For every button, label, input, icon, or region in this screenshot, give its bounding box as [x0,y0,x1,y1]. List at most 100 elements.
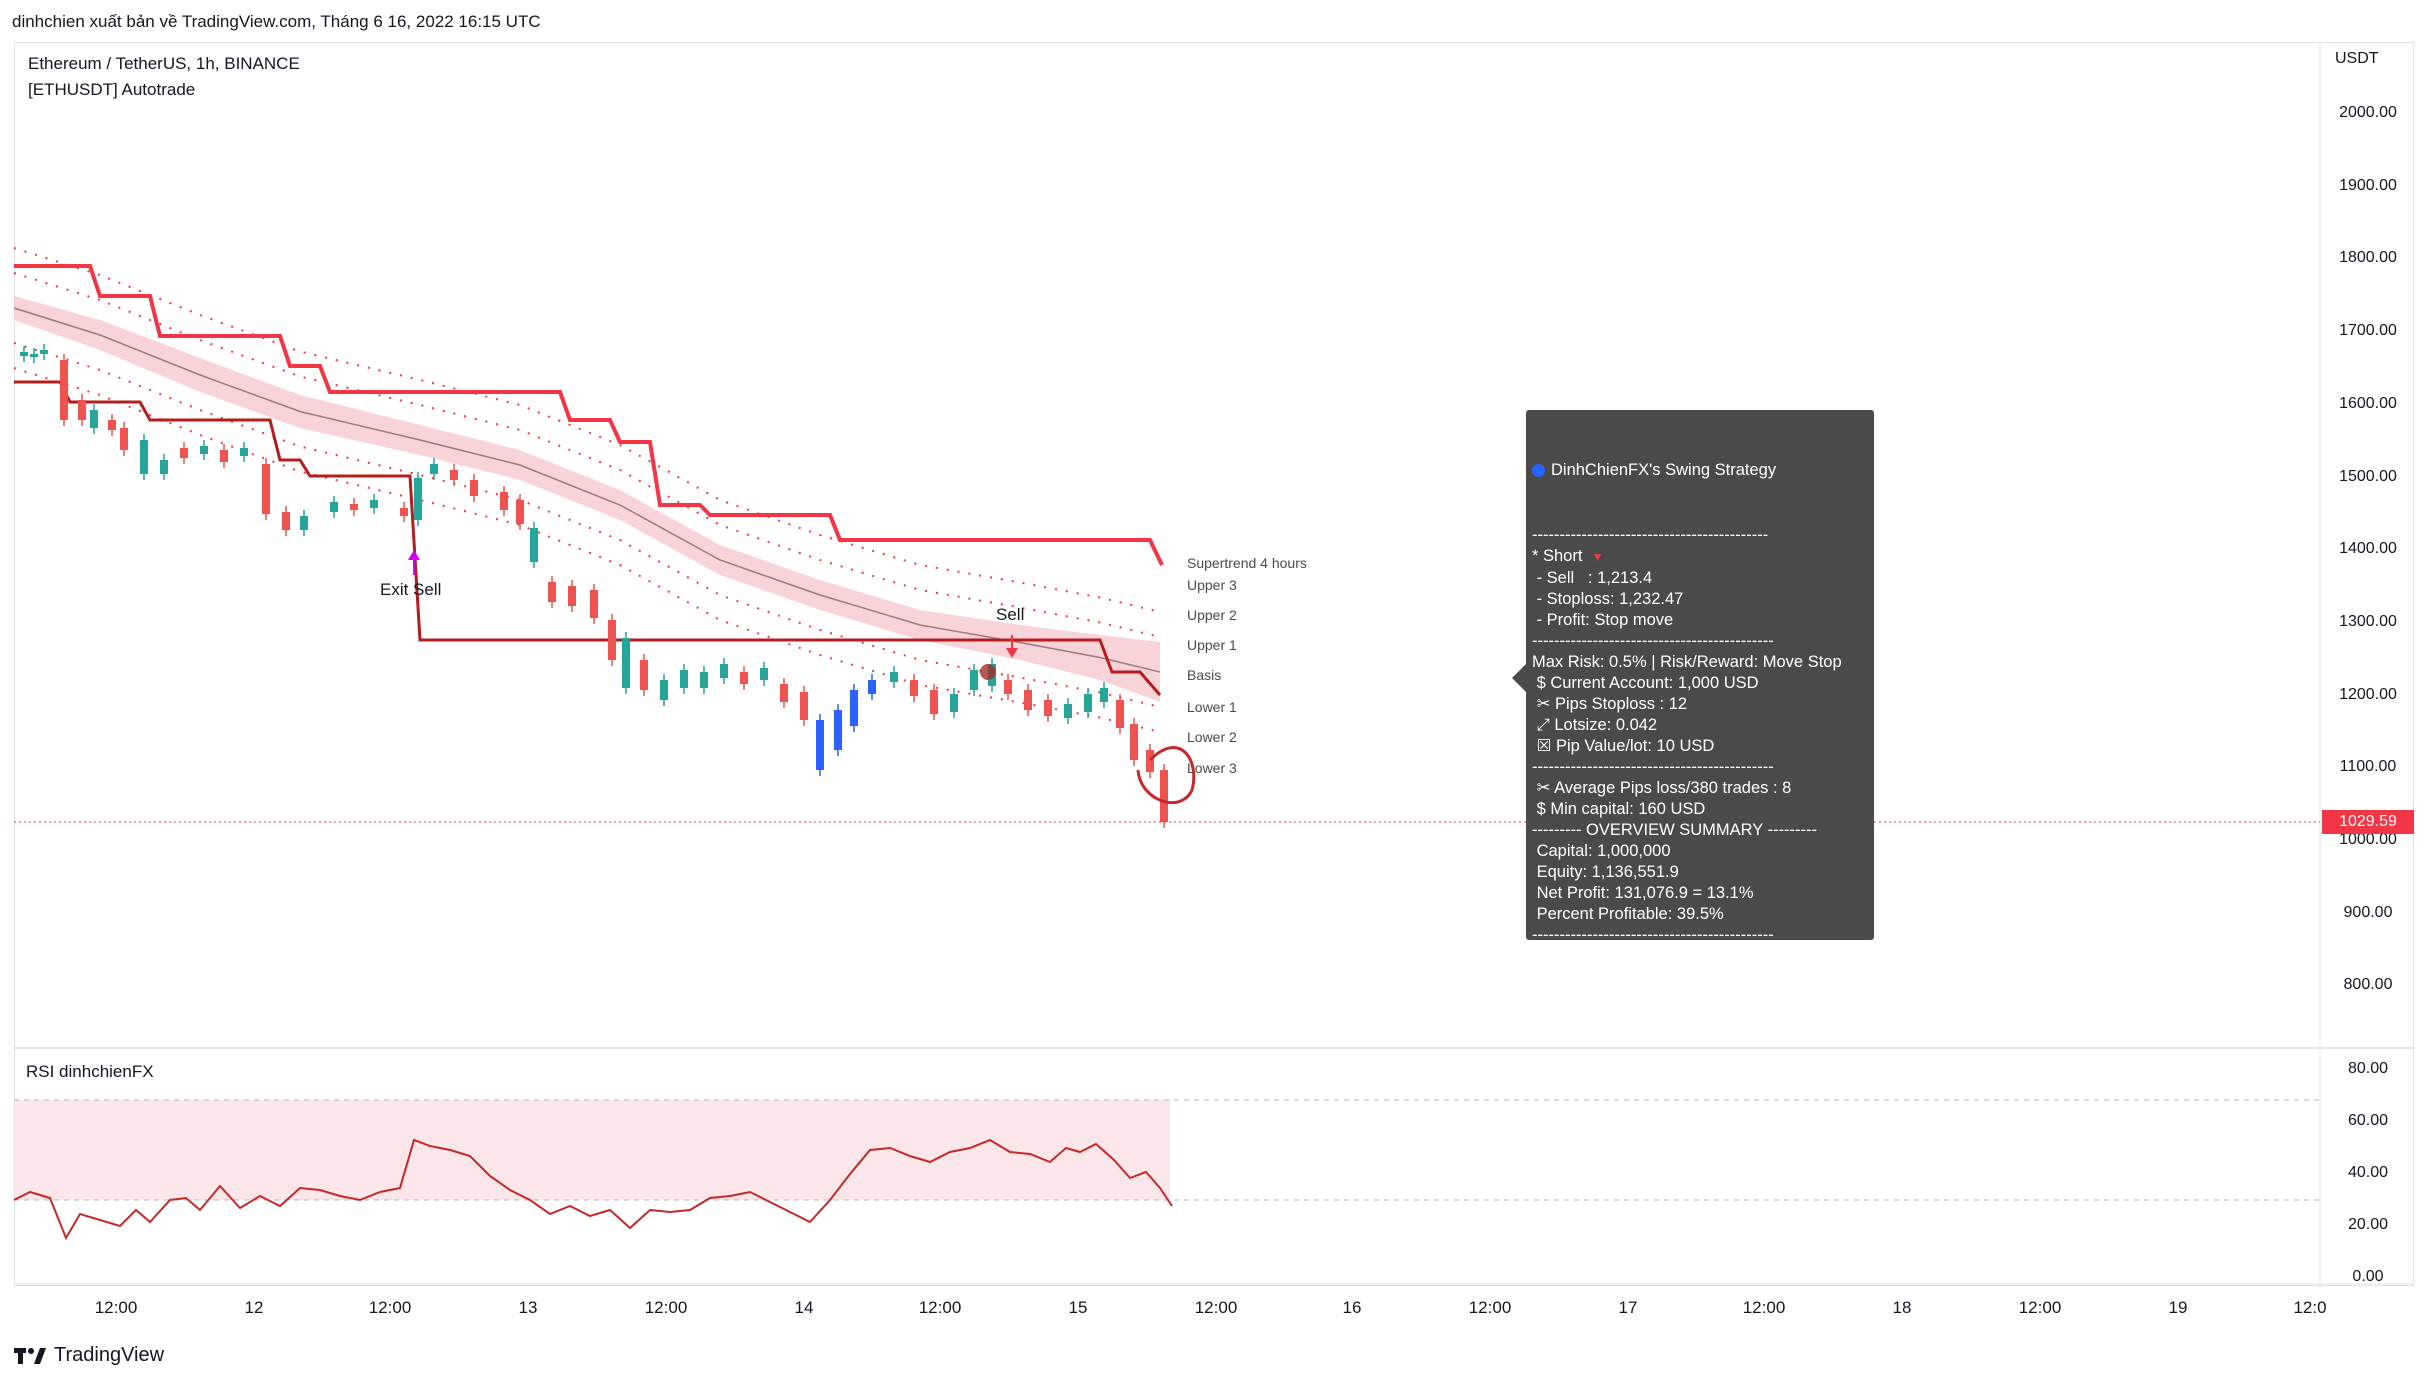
tradingview-logo-text: TradingView [54,1344,165,1366]
candle-body [160,460,168,474]
blue-dot-icon [1532,464,1545,477]
candle-body [430,464,438,474]
tooltip-line: ✂ Average Pips loss/380 trades : 8 [1532,779,1792,797]
candle-body [78,400,86,420]
basis-line [13,307,1161,673]
tooltip-arrow [1512,664,1526,692]
candle-body [1146,750,1154,772]
candle-body [740,672,748,684]
rsi-axis-label: 40.00 [2347,1164,2389,1181]
currency-label: USDT [2335,50,2379,67]
candle-body [516,500,524,524]
band-label: Lower 1 [1187,699,1237,715]
tooltip-line: ☒ Pip Value/lot: 10 USD [1532,737,1715,755]
tooltip-line: Equity: 1,136,551.9 [1532,863,1679,881]
candle-body [1116,700,1124,728]
supertrend-line [14,264,1164,566]
tooltip-line: - Stoploss: 1,232.47 [1532,590,1684,608]
rsi-band-fill [14,1100,1170,1200]
time-axis-label: 12:00 [2018,1298,2062,1317]
tooltip-line: Report from: 11/1/2020 to 15/6/2022 [1532,947,1797,965]
exit-sell-arrow-head [408,550,420,560]
tradingview-logo[interactable]: TradingView [14,1344,164,1367]
candle-body [622,638,630,688]
entry-dot [980,664,996,680]
time-axis-label: 12:0 [2293,1298,2327,1317]
candle-body [1160,770,1168,822]
price-axis-label: 1200.00 [2339,685,2397,703]
price-axis-label: 900.00 [2343,903,2393,921]
candle-body [20,352,28,356]
tooltip-line: $ Min capital: 160 USD [1532,800,1706,818]
candle-body [90,410,98,428]
candle-body [1064,704,1072,718]
candle-body [608,620,616,660]
tooltip-line: Max Risk: 0.5% | Risk/Reward: Move Stop [1532,653,1842,671]
tooltip-line: ⤢ Lotsize: 0.042 [1532,716,1658,734]
lower-2-line [13,342,1161,708]
tooltip-line: Entry by : Upper/Lower [1532,968,1706,986]
candle-body [640,660,648,690]
last-price-badge: 1029.59 [2322,810,2414,834]
tooltip-line: * Short ▼ [1532,547,1604,565]
strategy-title[interactable]: [ETHUSDT] Autotrade [28,80,196,99]
band-label: Upper 3 [1187,577,1237,593]
upper-2-line [13,272,1161,638]
candle-body [890,672,898,682]
candle-body [720,664,728,678]
candle-body [60,360,68,420]
candle-body [816,720,824,770]
candle-body [680,670,688,688]
price-axis-label: 1000.00 [2339,831,2397,848]
candle-body [370,500,378,508]
candle-body [414,478,422,520]
candle-body [108,420,116,430]
tooltip-lines: ----------------------------------------… [1532,525,1868,1009]
tooltip-line: Capital: 1,000,000 [1532,842,1671,860]
time-axis-label: 18 [1892,1298,1912,1317]
time-axis-label: 19 [2168,1298,2188,1317]
rsi-line [13,1138,1173,1241]
rsi-axis-label: 60.00 [2347,1112,2389,1129]
candle-body [180,448,188,458]
rsi-axis-label: 80.00 [2347,1060,2389,1077]
tradingview-logo-icon [14,1347,46,1364]
candle-body [120,428,128,450]
rsi-title[interactable]: RSI dinhchienFX [26,1062,154,1081]
candle-body [780,684,788,702]
time-axis-label: 13 [518,1298,538,1317]
strategy-tooltip: DinhChienFX's Swing Strategy -----------… [1526,410,1874,1007]
candle-body [910,680,918,696]
time-axis-label: 12 [244,1298,264,1317]
supertrend-fast-line [14,380,1162,696]
time-axis-label: 12:00 [644,1298,688,1317]
time-axis-label: 14 [794,1298,814,1317]
candle-body [200,446,208,454]
price-axis-label: 1500.00 [2339,467,2397,485]
tooltip-line: ----------------------------------------… [1532,526,1769,544]
tooltip-line: Supertrend : 4 hours Downtrend [1532,989,1786,1007]
candle-body [800,692,808,720]
price-axis-label: 1100.00 [2339,758,2397,776]
price-axis-label: 1400.00 [2339,540,2397,558]
hand-drawn-circle [1136,746,1196,805]
symbol-title[interactable]: Ethereum / TetherUS, 1h, BINANCE [28,54,300,73]
candle-body [568,586,576,606]
rsi-axis-label: 20.00 [2347,1216,2389,1233]
price-axis-label: 1800.00 [2339,249,2397,267]
band-fill [14,296,1160,702]
candle-body [300,516,308,530]
candle-body [660,680,668,700]
sell-arrow-head [1006,648,1018,658]
tooltip-title: DinhChienFX's Swing Strategy [1551,461,1777,479]
exit-sell-label: Exit Sell [380,580,442,599]
candle-body [220,450,228,462]
price-axis-label: 1900.00 [2339,176,2397,194]
candle-body [1130,724,1138,760]
band-label: Basis [1187,667,1222,683]
candle-body [834,710,842,750]
time-axis-label: 12:00 [1468,1298,1512,1317]
candle-body [530,528,538,562]
time-axis-label: 12:00 [1742,1298,1786,1317]
